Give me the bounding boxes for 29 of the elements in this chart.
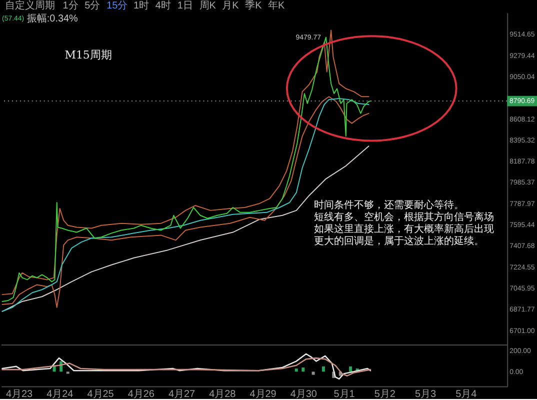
x-tick-label: 4月24 (46, 388, 74, 400)
text: 1分 (62, 0, 78, 12)
x-tick-label: 4月23 (6, 388, 34, 400)
text: 自定义周期 (4, 0, 55, 12)
text: 年K (268, 0, 285, 12)
x-tick-label: 4月28 (209, 388, 236, 400)
annotation: M15周期 (64, 48, 112, 62)
x-tick-label: 4月27 (168, 388, 196, 400)
x-tick-label: 4月30 (290, 388, 318, 400)
text: 1日 (177, 0, 193, 12)
annotation: 如果这里直接上涨，有大概率新高后出现 (314, 222, 494, 235)
x-tick-label: 4月25 (87, 388, 114, 400)
x-tick-label: 4月26 (128, 388, 155, 400)
x-tick-label: 5月4 (456, 388, 478, 400)
annotation: 时间条件不够，还需要耐心等待。 (314, 198, 464, 211)
annotation: 振幅:0.34% (26, 12, 78, 25)
text: 4时 (155, 0, 171, 12)
text: 月K (222, 0, 240, 12)
x-tick-label: 5月3 (414, 388, 437, 400)
annotation: 更大的回调是，属于这波上涨的延续。 (314, 234, 484, 247)
annotation: 短线有多、空机会，根据其方向信号离场 (314, 210, 494, 223)
text: 5分 (84, 0, 100, 12)
x-tick-label: 5月1 (334, 388, 356, 400)
text: 1时 (134, 0, 150, 12)
text: 周K (199, 0, 216, 12)
x-tick-label: 4月29 (250, 388, 277, 400)
text: 季K (245, 0, 262, 12)
x-tick-label: 5月2 (374, 388, 396, 400)
text: 15分 (106, 0, 128, 12)
